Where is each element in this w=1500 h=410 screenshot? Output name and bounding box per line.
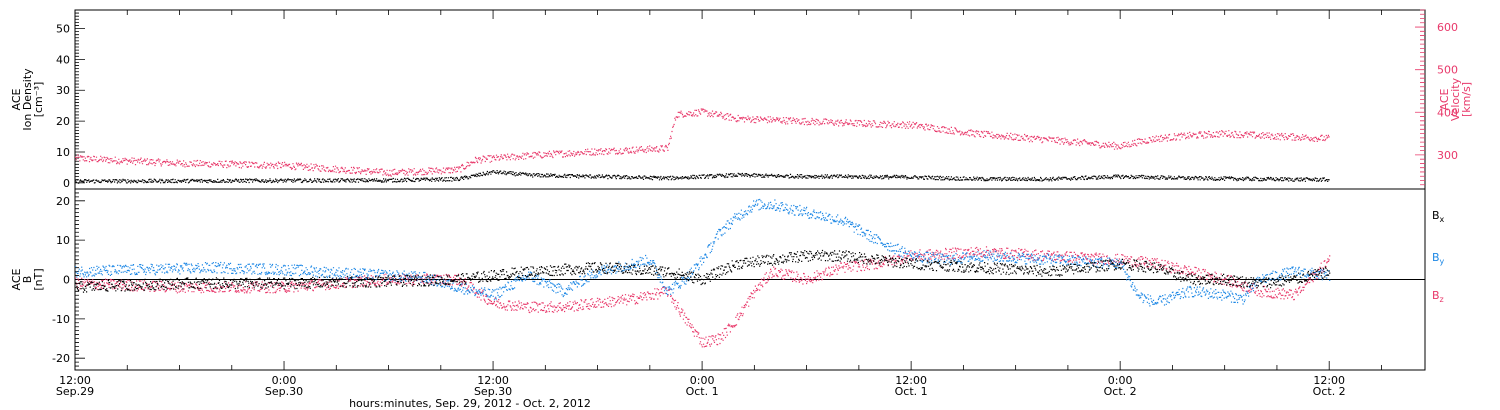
bottom-ytick-label: 0: [63, 274, 70, 287]
bottom-ytick-label: -10: [52, 313, 70, 326]
x-tick-label-date: Oct. 1: [686, 385, 719, 398]
bottom-ylabel-line: B: [21, 276, 34, 284]
top-ytick-label: 0: [63, 177, 70, 190]
series-by-points: [75, 198, 1331, 307]
x-tick-label-date: Sep.29: [56, 385, 94, 398]
x-tick-label-time: 12:00: [477, 374, 509, 387]
top-left-ticks: [75, 9, 85, 184]
x-axis-ticks: [74, 10, 1382, 370]
bottom-ylabel-line: [nT]: [32, 268, 45, 290]
x-tick-label-time: 0:00: [690, 374, 715, 387]
top-panel-frame: [74, 9, 1426, 190]
top-ytick-label: 10: [56, 146, 70, 159]
x-tick-label-time: 0:00: [272, 374, 297, 387]
x-tick-label-time: 12:00: [1313, 374, 1345, 387]
top-right-ticks: [1415, 9, 1425, 186]
x-axis-label: hours:minutes, Sep. 29, 2012 - Oct. 2, 2…: [349, 397, 591, 410]
x-tick-label-date: Oct. 1: [895, 385, 928, 398]
top-y2tick-label: 300: [1437, 149, 1458, 162]
top-ylabel-line: Ion Density: [21, 68, 34, 131]
top-y2tick-label: 500: [1437, 64, 1458, 77]
series-bx: [75, 249, 1331, 293]
top-ylabel-line: [cm⁻³]: [32, 82, 45, 118]
series-ion-density-points: [75, 170, 1330, 184]
x-tick-label-date: Oct. 2: [1104, 385, 1137, 398]
x-tick-label-time: 12:00: [895, 374, 927, 387]
top-y2label-line: [km/s]: [1460, 82, 1473, 117]
top-y2tick-label: 600: [1437, 21, 1458, 34]
x-tick-label-date: Oct. 2: [1313, 385, 1346, 398]
series-bz-points: [75, 246, 1331, 348]
top-y2label-line: ACE: [1438, 88, 1451, 110]
legend-bz: Bz: [1432, 289, 1444, 304]
x-tick-label-time: 12:00: [59, 374, 91, 387]
top-ytick-label: 50: [56, 23, 70, 36]
top-ytick-label: 30: [56, 84, 70, 97]
series-velocity: [75, 108, 1330, 177]
legend-by: By: [1432, 251, 1445, 266]
bottom-ylabel-line: ACE: [10, 268, 23, 290]
legend-bx: Bx: [1432, 209, 1445, 224]
bottom-ytick-label: 20: [56, 195, 70, 208]
series-bz: [75, 246, 1331, 348]
bottom-ytick-label: -20: [52, 352, 70, 365]
x-tick-label-date: Sep.30: [265, 385, 303, 398]
series-bx-points: [75, 249, 1331, 293]
top-ytick-label: 40: [56, 53, 70, 66]
series-velocity-points: [75, 108, 1330, 177]
top-ytick-label: 20: [56, 115, 70, 128]
top-y2tick-label: 400: [1437, 106, 1458, 119]
series-by: [75, 198, 1331, 307]
x-tick-label-date: Sep.30: [474, 385, 512, 398]
top-ylabel-line: ACE: [10, 88, 23, 110]
top-y2label-line: Velocity: [1449, 77, 1462, 121]
bottom-ytick-label: 10: [56, 234, 70, 247]
x-tick-label-time: 0:00: [1108, 374, 1133, 387]
series-ion-density: [75, 170, 1330, 184]
x-axis: 12:00Sep.290:00Sep.3012:00Sep.300:00Oct.…: [56, 10, 1382, 398]
